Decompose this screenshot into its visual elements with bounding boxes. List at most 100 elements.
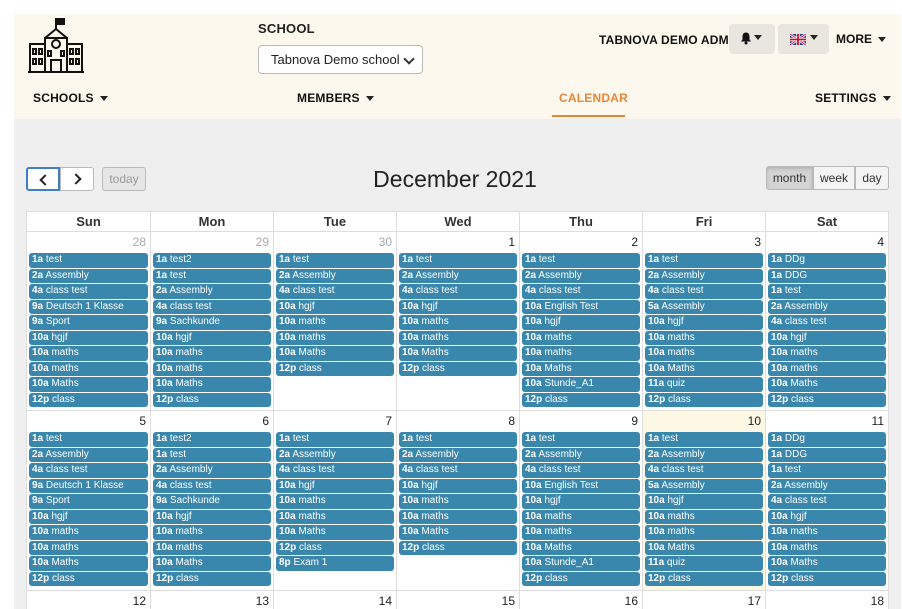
today-button[interactable]: today <box>102 167 146 191</box>
day-number[interactable]: 3 <box>754 235 761 249</box>
calendar-event[interactable]: 10a hgjf <box>276 478 394 493</box>
calendar-event[interactable]: 10a Maths <box>153 556 271 571</box>
calendar-event[interactable]: 12p class <box>399 540 517 555</box>
day-number[interactable]: 2 <box>631 235 638 249</box>
calendar-event[interactable]: 12p class <box>276 361 394 376</box>
calendar-event[interactable]: 10a maths <box>645 525 763 540</box>
day-number[interactable]: 16 <box>624 594 638 608</box>
calendar-event[interactable]: 12p class <box>768 571 886 586</box>
calendar-event[interactable]: 4a class test <box>29 284 148 299</box>
calendar-event[interactable]: 10a maths <box>153 540 271 555</box>
calendar-event[interactable]: 1a test <box>399 253 517 268</box>
calendar-event[interactable]: 4a class test <box>153 478 271 493</box>
calendar-event[interactable]: 4a class test <box>645 463 763 478</box>
calendar-event[interactable]: 1a test <box>645 253 763 268</box>
day-cell[interactable]: 30 1a test 2a Assembly 4a class test 10a hgj… <box>274 232 397 411</box>
calendar-event[interactable]: 10a Maths <box>29 556 148 571</box>
day-number[interactable]: 5 <box>139 414 146 428</box>
calendar-event[interactable]: 10a Stunde_A1 <box>522 556 640 571</box>
calendar-event[interactable]: 10a Maths <box>153 377 271 392</box>
calendar-event[interactable]: 10a maths <box>399 315 517 330</box>
day-number[interactable]: 12 <box>132 594 146 608</box>
calendar-event[interactable]: 9a Sachkunde <box>153 315 271 330</box>
calendar-event[interactable]: 2a Assembly <box>276 447 394 462</box>
calendar-event[interactable]: 10a maths <box>522 346 640 361</box>
calendar-event[interactable]: 10a hgjf <box>153 330 271 345</box>
day-cell[interactable]: 1 1a test 2a Assembly 4a class test 10a hgjf… <box>397 232 520 411</box>
view-month-button[interactable]: month <box>766 166 813 190</box>
calendar-event[interactable]: 10a Maths <box>276 346 394 361</box>
day-cell[interactable]: 2 1a test 2a Assembly 4a class test 10a Engl… <box>520 232 643 411</box>
calendar-event[interactable]: 1a DDg <box>768 253 886 268</box>
calendar-event[interactable]: 10a English Test <box>522 478 640 493</box>
calendar-event[interactable]: 1a DDg <box>768 432 886 447</box>
calendar-event[interactable]: 12p class <box>399 361 517 376</box>
day-number[interactable]: 11 <box>871 414 884 428</box>
calendar-event[interactable]: 1a test <box>276 432 394 447</box>
calendar-event[interactable]: 12p class <box>153 392 271 407</box>
calendar-event[interactable]: 4a class test <box>522 463 640 478</box>
calendar-event[interactable]: 10a Maths <box>522 361 640 376</box>
calendar-event[interactable]: 10a maths <box>29 540 148 555</box>
calendar-event[interactable]: 1a test <box>768 463 886 478</box>
calendar-event[interactable]: 1a test <box>153 268 271 283</box>
calendar-event[interactable]: 10a maths <box>768 525 886 540</box>
day-cell[interactable]: 3 1a test 2a Assembly 4a class test 5a Assem… <box>643 232 766 411</box>
day-number[interactable]: 29 <box>255 235 269 249</box>
calendar-event[interactable]: 10a maths <box>29 361 148 376</box>
calendar-event[interactable]: 10a maths <box>522 330 640 345</box>
day-number[interactable]: 10 <box>747 414 761 428</box>
calendar-event[interactable]: 10a hgjf <box>522 494 640 509</box>
calendar-event[interactable]: 10a maths <box>399 509 517 524</box>
day-number[interactable]: 18 <box>870 594 884 608</box>
calendar-event[interactable]: 10a hgjf <box>276 299 394 314</box>
school-select[interactable]: Tabnova Demo school <box>258 45 423 74</box>
day-cell[interactable]: 4 1a DDg 1a DDG 1a test 2a Assembly 4a class … <box>766 232 889 411</box>
calendar-event[interactable]: 10a maths <box>276 330 394 345</box>
next-month-button[interactable] <box>60 167 94 191</box>
calendar-event[interactable]: 12p class <box>153 571 271 586</box>
calendar-event[interactable]: 9a Sport <box>29 494 148 509</box>
calendar-event[interactable]: 9a Sachkunde <box>153 494 271 509</box>
calendar-event[interactable]: 2a Assembly <box>645 447 763 462</box>
day-cell[interactable]: 6 1a test2 1a test 2a Assembly 4a class test… <box>151 411 274 591</box>
calendar-event[interactable]: 10a maths <box>29 525 148 540</box>
day-cell[interactable]: 13 <box>151 591 274 609</box>
calendar-event[interactable]: 1a DDG <box>768 447 886 462</box>
calendar-event[interactable]: 10a maths <box>399 330 517 345</box>
calendar-event[interactable]: 1a test2 <box>153 253 271 268</box>
calendar-event[interactable]: 10a Maths <box>645 540 763 555</box>
day-cell[interactable]: 7 1a test 2a Assembly 4a class test 10a hgjf… <box>274 411 397 591</box>
calendar-event[interactable]: 10a Maths <box>645 361 763 376</box>
notifications-button[interactable] <box>729 24 775 54</box>
calendar-event[interactable]: 1a test <box>29 432 148 447</box>
calendar-event[interactable]: 12p class <box>768 392 886 407</box>
calendar-event[interactable]: 12p class <box>645 571 763 586</box>
day-number[interactable]: 15 <box>501 594 515 608</box>
language-button[interactable] <box>778 24 829 54</box>
calendar-event[interactable]: 10a maths <box>522 525 640 540</box>
calendar-event[interactable]: 2a Assembly <box>29 268 148 283</box>
calendar-event[interactable]: 2a Assembly <box>276 268 394 283</box>
calendar-event[interactable]: 1a test <box>153 447 271 462</box>
calendar-event[interactable]: 1a test <box>645 432 763 447</box>
calendar-event[interactable]: 4a class test <box>153 299 271 314</box>
calendar-event[interactable]: 2a Assembly <box>153 284 271 299</box>
calendar-event[interactable]: 2a Assembly <box>153 463 271 478</box>
day-cell[interactable]: 9 1a test 2a Assembly 4a class test 10a Engl… <box>520 411 643 591</box>
nav-schools[interactable]: SCHOOLS <box>33 91 108 105</box>
user-menu[interactable]: TABNOVA DEMO ADMIN <box>599 33 742 47</box>
calendar-event[interactable]: 1a test2 <box>153 432 271 447</box>
calendar-event[interactable]: 10a maths <box>276 494 394 509</box>
calendar-event[interactable]: 10a hgjf <box>645 494 763 509</box>
calendar-event[interactable]: 10a maths <box>645 509 763 524</box>
calendar-event[interactable]: 10a hgjf <box>399 299 517 314</box>
calendar-event[interactable]: 10a Stunde_A1 <box>522 377 640 392</box>
calendar-event[interactable]: 12p class <box>522 392 640 407</box>
nav-calendar[interactable]: CALENDAR <box>559 91 628 105</box>
calendar-event[interactable]: 10a Maths <box>399 346 517 361</box>
nav-members[interactable]: MEMBERS <box>297 91 374 105</box>
day-cell[interactable]: 5 1a test 2a Assembly 4a class test 9a Deuts… <box>27 411 151 591</box>
calendar-event[interactable]: 10a maths <box>153 361 271 376</box>
calendar-event[interactable]: 10a maths <box>645 346 763 361</box>
